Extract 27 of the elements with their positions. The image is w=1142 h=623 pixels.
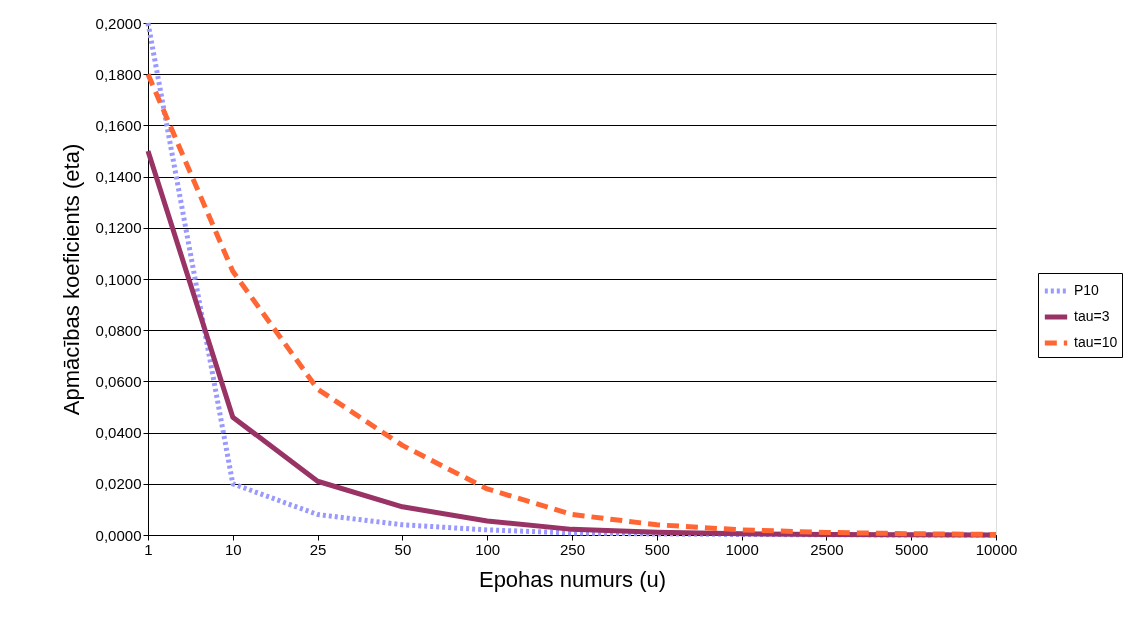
x-axis-title: Epohas numurs (u)	[478, 566, 667, 592]
y-tick-label: 0,0400	[95, 424, 142, 442]
x-tick-label: 5000	[895, 540, 929, 558]
x-tick-label: 1000	[725, 540, 759, 558]
y-tick-label: 0,1000	[95, 270, 142, 288]
legend-label: P10	[1074, 282, 1100, 298]
x-tick-label: 10	[224, 540, 242, 558]
y-tick-label: 0,0200	[95, 475, 142, 493]
y-tick-label: 0,0000	[95, 526, 142, 544]
x-tick-label: 500	[644, 540, 670, 558]
legend-label: tau=10	[1074, 334, 1118, 350]
y-tick-label: 0,0600	[95, 372, 142, 390]
y-tick-label: 0,1800	[95, 65, 142, 83]
x-tick-label: 1	[144, 540, 153, 558]
y-tick-label: 0,1200	[95, 219, 142, 237]
y-tick-label: 0,2000	[95, 14, 142, 32]
x-tick-label: 25	[309, 540, 327, 558]
x-tick-label: 10000	[975, 540, 1018, 558]
x-tick-label: 2500	[810, 540, 844, 558]
x-tick-label: 100	[475, 540, 501, 558]
x-tick-label: 250	[559, 540, 586, 558]
y-axis-title: Apmācības koeficients (eta)	[58, 143, 84, 416]
y-tick-label: 0,1400	[95, 168, 142, 186]
y-tick-label: 0,1600	[95, 116, 142, 134]
x-tick-label: 50	[394, 540, 412, 558]
y-tick-label: 0,0800	[95, 321, 142, 339]
legend-label: tau=3	[1074, 308, 1110, 324]
